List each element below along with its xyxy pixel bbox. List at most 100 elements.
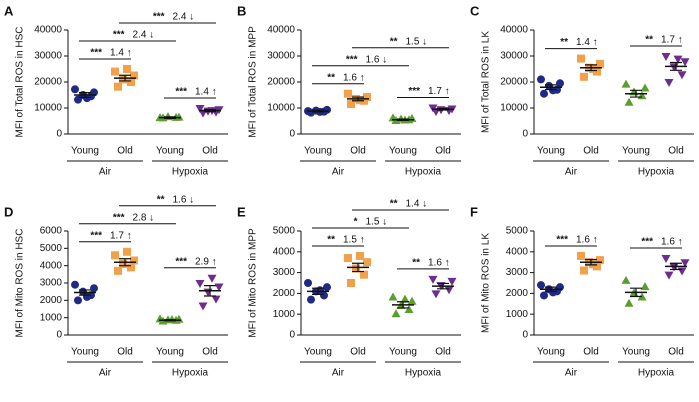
data-point <box>127 263 135 272</box>
data-point <box>360 270 368 279</box>
data-point <box>661 255 671 264</box>
data-point <box>428 104 438 113</box>
data-point <box>323 105 331 114</box>
data-point <box>540 89 548 98</box>
x-tick-label: Young <box>622 347 650 358</box>
fold-change: 1.6 ↓ <box>173 194 195 205</box>
data-point <box>119 259 127 268</box>
significance: ** <box>390 199 398 210</box>
significance: *** <box>175 87 187 98</box>
significance: *** <box>90 230 102 241</box>
x-tick-label: Old <box>583 347 599 358</box>
data-point <box>677 71 687 80</box>
data-point <box>198 302 208 311</box>
data-point <box>388 292 398 301</box>
group-label: Hypoxia <box>172 167 209 178</box>
data-point <box>589 65 597 73</box>
fold-change: 1.6 ↓ <box>366 54 388 65</box>
y-tick-label: 40000 <box>500 25 528 36</box>
data-point <box>540 291 548 300</box>
significance: ** <box>645 35 653 46</box>
error-bar <box>352 96 364 102</box>
y-axis-label: MFI of Mito ROS in MPP <box>248 228 259 338</box>
x-tick-label: Old <box>583 146 599 157</box>
group-label: Air <box>332 167 345 178</box>
data-point <box>304 279 312 287</box>
data-point <box>580 266 588 275</box>
data-point <box>677 267 687 276</box>
data-point <box>664 271 674 280</box>
significance: *** <box>641 237 653 248</box>
y-tick-label: 1000 <box>40 312 63 323</box>
error-bar <box>545 84 557 91</box>
data-point <box>664 79 674 87</box>
data-point <box>428 275 438 284</box>
y-tick-label: 0 <box>56 330 62 341</box>
data-point <box>537 281 545 290</box>
x-tick-label: Old <box>435 347 451 358</box>
y-tick-label: 4000 <box>506 246 529 257</box>
group-label: Hypoxia <box>638 167 675 178</box>
significance: ** <box>412 257 420 268</box>
error-bar <box>585 64 597 72</box>
y-tick-label: 4000 <box>40 260 63 271</box>
y-tick-label: 0 <box>289 129 295 140</box>
data-point <box>316 286 324 295</box>
group-label: Hypoxia <box>638 368 675 379</box>
significance: *** <box>408 86 420 97</box>
error-bar <box>79 289 91 296</box>
y-tick-label: 10000 <box>500 103 528 114</box>
y-tick-label: 3000 <box>40 278 63 289</box>
panel: F MFI of Mito ROS in LK 0 1000 2000 3000 4000 5… <box>470 204 694 379</box>
y-axis-label: MFI of Total ROS in HSC <box>15 27 26 138</box>
data-point <box>537 75 545 84</box>
data-point <box>624 298 634 307</box>
x-tick-label: Old <box>350 347 366 358</box>
y-tick-label: 2000 <box>40 295 63 306</box>
data-point <box>363 258 371 267</box>
data-point <box>363 93 371 102</box>
fold-change: 1.7 ↑ <box>428 86 450 97</box>
data-point <box>130 256 138 265</box>
x-tick-label: Young <box>71 347 99 358</box>
data-point <box>307 295 315 304</box>
y-tick-label: 5000 <box>273 226 296 237</box>
y-tick-label: 1000 <box>506 309 529 320</box>
y-tick-label: 0 <box>56 129 62 140</box>
data-point <box>391 309 401 318</box>
significance: *** <box>113 30 125 41</box>
significance: ** <box>327 72 335 83</box>
data-point <box>556 79 564 88</box>
data-point <box>111 67 119 76</box>
data-point <box>640 282 650 291</box>
y-tick-label: 2000 <box>506 288 529 299</box>
panel-letter: C <box>470 3 480 18</box>
data-point <box>207 274 217 283</box>
panel-letter: B <box>237 3 246 18</box>
significance: *** <box>175 256 187 267</box>
group-label: Air <box>332 368 345 379</box>
data-point <box>174 112 184 121</box>
data-point <box>577 54 585 63</box>
fold-change: 1.4 ↑ <box>110 48 132 59</box>
y-tick-label: 0 <box>289 330 295 341</box>
error-bar <box>119 74 131 82</box>
error-bar <box>352 262 364 273</box>
y-tick-label: 6000 <box>40 226 63 237</box>
significance: *** <box>90 48 102 59</box>
y-tick-label: 10000 <box>34 103 62 114</box>
y-tick-label: 40000 <box>34 25 62 36</box>
y-tick-label: 2000 <box>273 288 296 299</box>
data-point <box>444 286 454 295</box>
y-tick-label: 30000 <box>500 51 528 62</box>
x-tick-label: Young <box>71 146 99 157</box>
y-tick-label: 20000 <box>267 77 295 88</box>
significance: ** <box>157 194 165 205</box>
error-bar <box>312 109 324 113</box>
data-point <box>71 280 79 289</box>
data-point <box>673 55 683 64</box>
group-label: Air <box>99 368 112 379</box>
y-axis-label: MFI of Total ROS in MPP <box>248 26 259 138</box>
